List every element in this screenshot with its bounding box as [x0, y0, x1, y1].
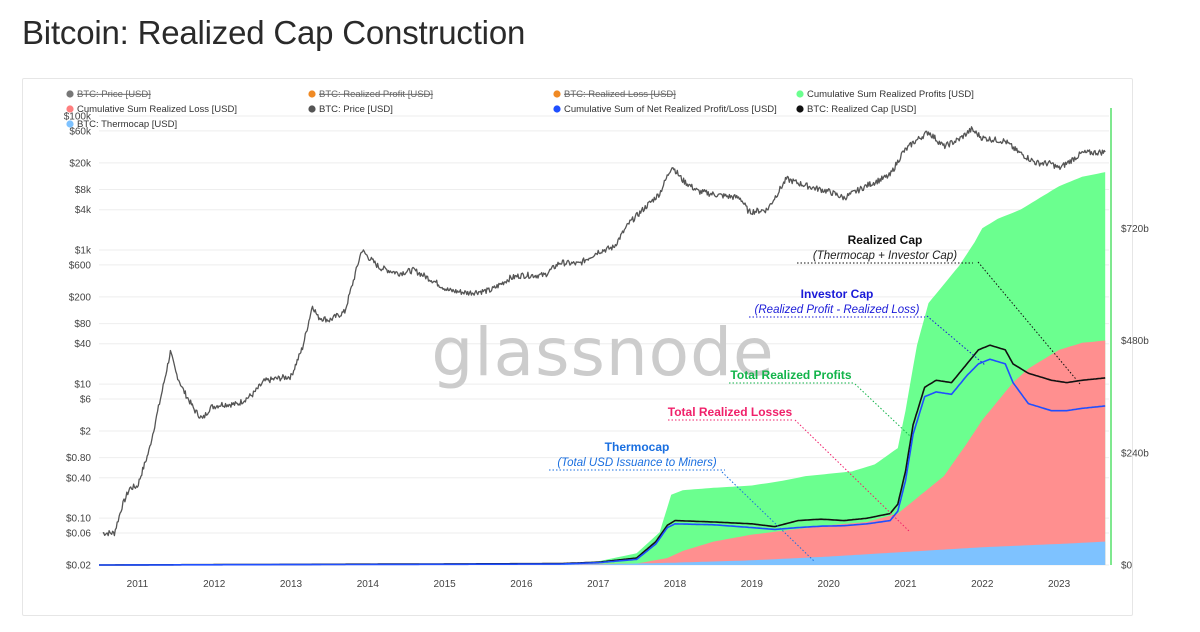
page-title: Bitcoin: Realized Cap Construction — [22, 14, 526, 51]
left-tick-10: $10 — [74, 380, 91, 391]
legend-item-btc-price-usd[interactable]: BTC: Price [USD] — [77, 89, 151, 100]
annotations: Realized Cap (Thermocap + Investor Cap) In… — [549, 233, 1081, 563]
lines — [99, 126, 1106, 566]
right-tick-240b: $240b — [1121, 448, 1149, 459]
annotation-subtitle-investor-cap: (Realized Profit - Realized Loss) — [755, 304, 920, 316]
legend-item-btc-realized-profit-usd[interactable]: BTC: Realized Profit [USD] — [319, 89, 433, 100]
annotation-subtitle-thermocap: (Total USD Issuance to Miners) — [557, 457, 717, 469]
left-tick-0-02: $0.02 — [66, 561, 91, 572]
right-tick-720b: $720b — [1121, 224, 1149, 235]
left-tick-0-10: $0.10 — [66, 514, 91, 525]
left-tick-4k: $4k — [75, 205, 92, 216]
annotation-title-total-realized-profits: Total Realized Profits — [730, 368, 851, 382]
left-tick-1k: $1k — [75, 246, 92, 257]
annotation-title-realized-cap: Realized Cap — [848, 233, 923, 247]
right-tick-480b: $480b — [1121, 336, 1149, 347]
line-cumulative-sum-of-net-realized-profit-loss-usd — [99, 358, 1106, 566]
x-tick-2016: 2016 — [510, 579, 533, 590]
left-tick-2: $2 — [80, 426, 92, 437]
x-tick-2011: 2011 — [127, 579, 149, 590]
annotation-leader-investor-cap — [926, 315, 986, 366]
legend-dot-btc-price-usd — [308, 105, 316, 113]
legend-dot-cumulative-sum-of-net-realized-profit-loss-usd — [553, 105, 561, 113]
legend-item-cumulative-sum-realized-profits-usd[interactable]: Cumulative Sum Realized Profits [USD] — [807, 89, 974, 100]
x-tick-2020: 2020 — [818, 579, 841, 590]
left-tick-60k: $60k — [69, 126, 92, 137]
annotation-leader-total-realized-losses — [794, 419, 911, 533]
x-tick-2017: 2017 — [587, 579, 610, 590]
left-tick-80: $80 — [74, 319, 91, 330]
right-axis-bar — [1110, 108, 1112, 565]
legend-dot-cumulative-sum-realized-loss-usd — [66, 105, 74, 113]
axes: $0.02 $0.06 $0.10 $0.40 $0.80 $2 $6 $10 $40 $80 $2… — [64, 108, 1149, 590]
annotation-title-thermocap: Thermocap — [605, 440, 670, 454]
legend[interactable]: BTC: Price [USD] BTC: Realized Profit [US… — [66, 89, 974, 130]
x-tick-2021: 2021 — [894, 579, 917, 590]
annotation-leader-total-realized-profits — [854, 383, 911, 437]
x-tick-2013: 2013 — [280, 579, 303, 590]
x-tick-2015: 2015 — [434, 579, 457, 590]
left-tick-600: $600 — [69, 260, 92, 271]
legend-dot-btc-thermocap-usd — [66, 120, 74, 128]
watermark: glassnode — [431, 314, 774, 391]
area-btc-thermocap-usd — [99, 541, 1106, 565]
legend-item-cumulative-sum-realized-loss-usd[interactable]: Cumulative Sum Realized Loss [USD] — [77, 104, 237, 115]
legend-dot-btc-realized-loss-usd — [553, 90, 561, 98]
left-tick-40: $40 — [74, 339, 91, 350]
right-tick-0: $0 — [1121, 561, 1133, 572]
x-tick-2014: 2014 — [357, 579, 380, 590]
left-tick-200: $200 — [69, 292, 92, 303]
chart-frame — [22, 78, 1133, 616]
legend-dot-btc-realized-cap-usd — [796, 105, 804, 113]
areas — [99, 172, 1106, 565]
x-tick-2022: 2022 — [971, 579, 994, 590]
legend-dot-cumulative-sum-realized-profits-usd — [796, 90, 804, 98]
annotation-subtitle-realized-cap: (Thermocap + Investor Cap) — [813, 250, 957, 262]
annotation-title-investor-cap: Investor Cap — [801, 287, 874, 301]
legend-item-btc-realized-cap-usd[interactable]: BTC: Realized Cap [USD] — [807, 104, 916, 115]
left-tick-0-80: $0.80 — [66, 453, 91, 464]
x-tick-2018: 2018 — [664, 579, 687, 590]
annotation-title-total-realized-losses: Total Realized Losses — [668, 405, 793, 419]
left-tick-8k: $8k — [75, 185, 92, 196]
left-tick-20k: $20k — [69, 158, 92, 169]
legend-item-btc-realized-loss-usd[interactable]: BTC: Realized Loss [USD] — [564, 89, 676, 100]
x-tick-2019: 2019 — [741, 579, 764, 590]
legend-dot-btc-realized-profit-usd — [308, 90, 316, 98]
legend-item-btc-thermocap-usd[interactable]: BTC: Thermocap [USD] — [77, 119, 177, 130]
annotation-leader-thermocap — [721, 471, 816, 563]
left-tick-100k: $100k — [64, 112, 92, 123]
legend-item-btc-price-usd[interactable]: BTC: Price [USD] — [319, 104, 393, 115]
legend-item-cumulative-sum-of-net-realized-profit-loss-usd[interactable]: Cumulative Sum of Net Realized Profit/Lo… — [564, 104, 777, 115]
left-tick-6: $6 — [80, 394, 92, 405]
line-btc-price-usd — [102, 126, 1106, 537]
x-tick-2012: 2012 — [203, 579, 226, 590]
area-cumulative-sum-realized-loss-usd — [99, 340, 1106, 565]
left-tick-0-40: $0.40 — [66, 473, 91, 484]
left-tick-0-06: $0.06 — [66, 529, 91, 540]
legend-dot-btc-price-usd — [66, 90, 74, 98]
x-tick-2023: 2023 — [1048, 579, 1071, 590]
